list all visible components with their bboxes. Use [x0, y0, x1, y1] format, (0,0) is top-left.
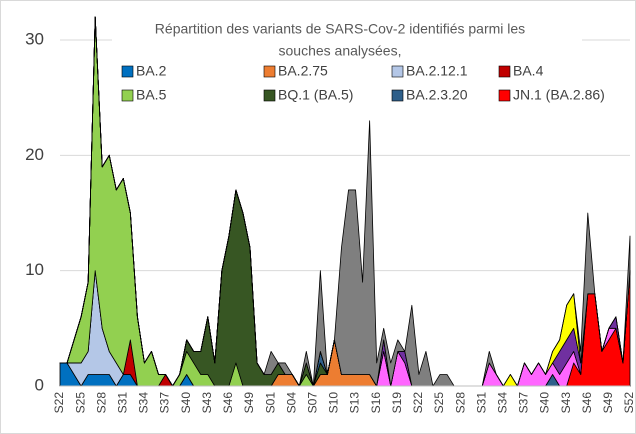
x-tick-label: S43 [200, 392, 214, 414]
chart-title: souches analysées, [279, 43, 402, 59]
legend-swatch [391, 89, 404, 102]
x-tick-label: S31 [474, 392, 488, 414]
x-tick-label: S49 [242, 392, 256, 414]
x-tick-label: S37 [158, 392, 172, 414]
legend-swatch [263, 65, 276, 78]
legend-label: BQ.1 (BA.5) [278, 87, 353, 103]
legend-swatch [263, 89, 276, 102]
x-tick-label: S22 [52, 392, 66, 414]
x-tick-label: S37 [517, 392, 531, 414]
x-tick-label: S40 [179, 392, 193, 414]
legend-label: BA.2.3.20 [406, 87, 468, 103]
area [59, 16, 631, 387]
legend-label: BA.5 [136, 87, 167, 103]
x-tick-label: S46 [221, 392, 235, 414]
x-tick-label: S31 [116, 392, 130, 414]
x-tick-label: S16 [369, 392, 383, 414]
y-tick-label: 30 [25, 29, 44, 48]
chart-title: Répartition des variants de SARS-Cov-2 i… [155, 21, 525, 37]
x-tick-label: S01 [263, 392, 277, 414]
x-tick-label: S25 [73, 392, 87, 414]
x-tick-label: S10 [327, 392, 341, 414]
x-tick-label: S25 [432, 392, 446, 414]
x-tick-label: S49 [601, 392, 615, 414]
x-tick-label: S52 [622, 392, 636, 414]
x-tick-label: S22 [411, 392, 425, 414]
legend-swatch [498, 89, 511, 102]
legend-swatch [391, 65, 404, 78]
legend-label: BA.2 [136, 63, 167, 79]
legend-label: BA.4 [513, 63, 544, 79]
legend-swatch [121, 65, 134, 78]
x-tick-label: S13 [348, 392, 362, 414]
legend-swatch [121, 89, 134, 102]
x-tick-label: S46 [580, 392, 594, 414]
x-tick-label: S19 [390, 392, 404, 414]
x-tick-label: S28 [94, 392, 108, 414]
x-tick-label: S40 [538, 392, 552, 414]
y-tick-label: 20 [25, 145, 44, 164]
y-tick-label: 0 [35, 375, 44, 394]
y-tick-label: 10 [25, 260, 44, 279]
x-tick-label: S34 [496, 392, 510, 414]
x-tick-label: S04 [284, 392, 298, 414]
x-tick-label: S28 [453, 392, 467, 414]
x-tick-label: S34 [137, 392, 151, 414]
x-tick-label: S07 [306, 392, 320, 414]
legend-label: JN.1 (BA.2.86) [513, 87, 605, 103]
legend-label: BA.2.75 [278, 63, 328, 79]
legend-swatch [498, 65, 511, 78]
x-tick-label: S43 [559, 392, 573, 414]
legend-box [112, 14, 582, 98]
legend-label: BA.2.12.1 [406, 63, 468, 79]
